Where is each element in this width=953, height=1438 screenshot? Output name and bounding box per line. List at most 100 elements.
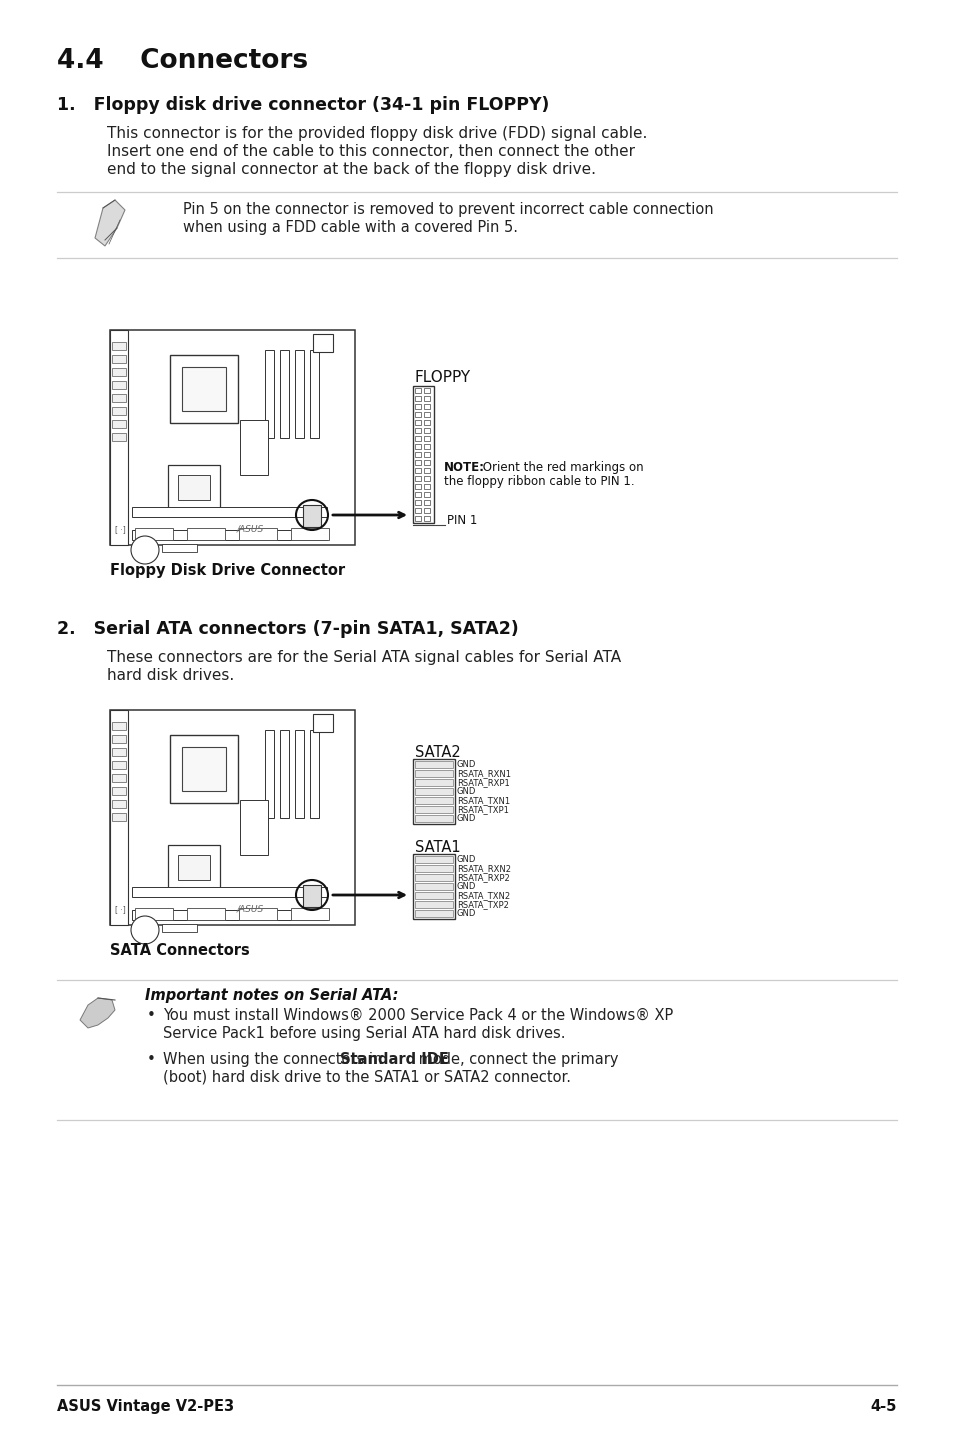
Text: RSATA_TXP2: RSATA_TXP2 (456, 900, 508, 909)
Bar (112, 800, 126, 808)
Bar (423, 485, 430, 489)
Text: 4-5: 4-5 (870, 1399, 896, 1414)
Bar (110, 329, 355, 545)
Bar (413, 759, 455, 824)
Bar (112, 787, 126, 795)
Bar (303, 505, 320, 526)
Text: end to the signal connector at the back of the floppy disk drive.: end to the signal connector at the back … (107, 162, 596, 177)
Bar (415, 420, 420, 426)
Text: hard disk drives.: hard disk drives. (107, 669, 234, 683)
Bar (132, 531, 327, 541)
Bar (415, 485, 420, 489)
Bar (415, 892, 453, 899)
Bar (132, 508, 327, 518)
Bar (415, 902, 453, 907)
Bar (239, 528, 276, 541)
Text: GND: GND (456, 761, 476, 769)
Bar (112, 355, 126, 362)
Text: You must install Windows® 2000 Service Pack 4 or the Windows® XP: You must install Windows® 2000 Service P… (163, 1008, 673, 1022)
Bar (132, 910, 327, 920)
Bar (415, 444, 420, 449)
Bar (310, 731, 318, 818)
Text: 2.   Serial ATA connectors (7-pin SATA1, SATA2): 2. Serial ATA connectors (7-pin SATA1, S… (57, 620, 518, 638)
Bar (294, 731, 304, 818)
Bar (110, 710, 355, 925)
Text: the floppy ribbon cable to PIN 1.: the floppy ribbon cable to PIN 1. (443, 475, 634, 487)
Text: [ ·]: [ ·] (115, 525, 126, 533)
Bar (170, 735, 237, 802)
Bar (112, 394, 126, 403)
Text: GND: GND (456, 881, 476, 892)
Bar (265, 731, 274, 818)
Polygon shape (80, 998, 115, 1028)
Text: RSATA_TXP1: RSATA_TXP1 (456, 805, 508, 814)
Bar (168, 846, 220, 890)
Bar (423, 500, 430, 505)
Bar (423, 467, 430, 473)
Bar (415, 500, 420, 505)
Bar (415, 436, 420, 441)
Bar (112, 368, 126, 375)
Text: 4.4    Connectors: 4.4 Connectors (57, 47, 308, 73)
Text: RSATA_RXN2: RSATA_RXN2 (456, 864, 511, 873)
Text: ASUS Vintage V2-PE3: ASUS Vintage V2-PE3 (57, 1399, 233, 1414)
Bar (415, 467, 420, 473)
Text: RSATA_TXN2: RSATA_TXN2 (456, 892, 510, 900)
Text: •: • (147, 1053, 155, 1067)
Bar (112, 812, 126, 821)
Bar (415, 476, 420, 480)
Bar (415, 452, 420, 457)
Bar (415, 508, 420, 513)
Polygon shape (95, 200, 125, 246)
Bar (112, 433, 126, 441)
Bar (423, 388, 430, 393)
Bar (415, 910, 453, 917)
Text: 1.   Floppy disk drive connector (34-1 pin FLOPPY): 1. Floppy disk drive connector (34-1 pin… (57, 96, 549, 114)
Bar (135, 528, 172, 541)
Bar (423, 444, 430, 449)
Bar (303, 884, 320, 907)
Bar (112, 735, 126, 743)
Text: Orient the red markings on: Orient the red markings on (478, 462, 643, 475)
Bar (423, 508, 430, 513)
Bar (265, 349, 274, 439)
Bar (112, 381, 126, 390)
Bar (415, 883, 453, 890)
Bar (415, 460, 420, 464)
Text: Floppy Disk Drive Connector: Floppy Disk Drive Connector (110, 564, 345, 578)
Text: RSATA_TXN1: RSATA_TXN1 (456, 797, 510, 805)
Bar (415, 761, 453, 768)
Bar (112, 342, 126, 349)
Text: Service Pack1 before using Serial ATA hard disk drives.: Service Pack1 before using Serial ATA ha… (163, 1025, 565, 1041)
Bar (415, 874, 453, 881)
Bar (170, 355, 237, 423)
Text: SATA2: SATA2 (415, 745, 460, 761)
Text: NOTE:: NOTE: (443, 462, 484, 475)
Bar (415, 815, 453, 823)
Text: PIN 1: PIN 1 (447, 515, 476, 528)
Text: GND: GND (456, 814, 476, 823)
Bar (415, 807, 453, 812)
Bar (187, 528, 225, 541)
Bar (280, 349, 289, 439)
Bar (415, 413, 420, 417)
Bar (415, 429, 420, 433)
Bar (415, 395, 420, 401)
Bar (415, 516, 420, 521)
Bar (112, 722, 126, 731)
Text: This connector is for the provided floppy disk drive (FDD) signal cable.: This connector is for the provided flopp… (107, 127, 647, 141)
Bar (415, 797, 453, 804)
Bar (291, 528, 329, 541)
Bar (110, 710, 128, 925)
Bar (182, 746, 226, 791)
Bar (423, 492, 430, 498)
Bar (112, 407, 126, 416)
Circle shape (131, 916, 159, 943)
Bar (423, 420, 430, 426)
Bar (182, 367, 226, 411)
Text: Insert one end of the cable to this connector, then connect the other: Insert one end of the cable to this conn… (107, 144, 635, 160)
Bar (423, 413, 430, 417)
Bar (423, 395, 430, 401)
Bar (239, 907, 276, 920)
Bar (313, 334, 333, 352)
